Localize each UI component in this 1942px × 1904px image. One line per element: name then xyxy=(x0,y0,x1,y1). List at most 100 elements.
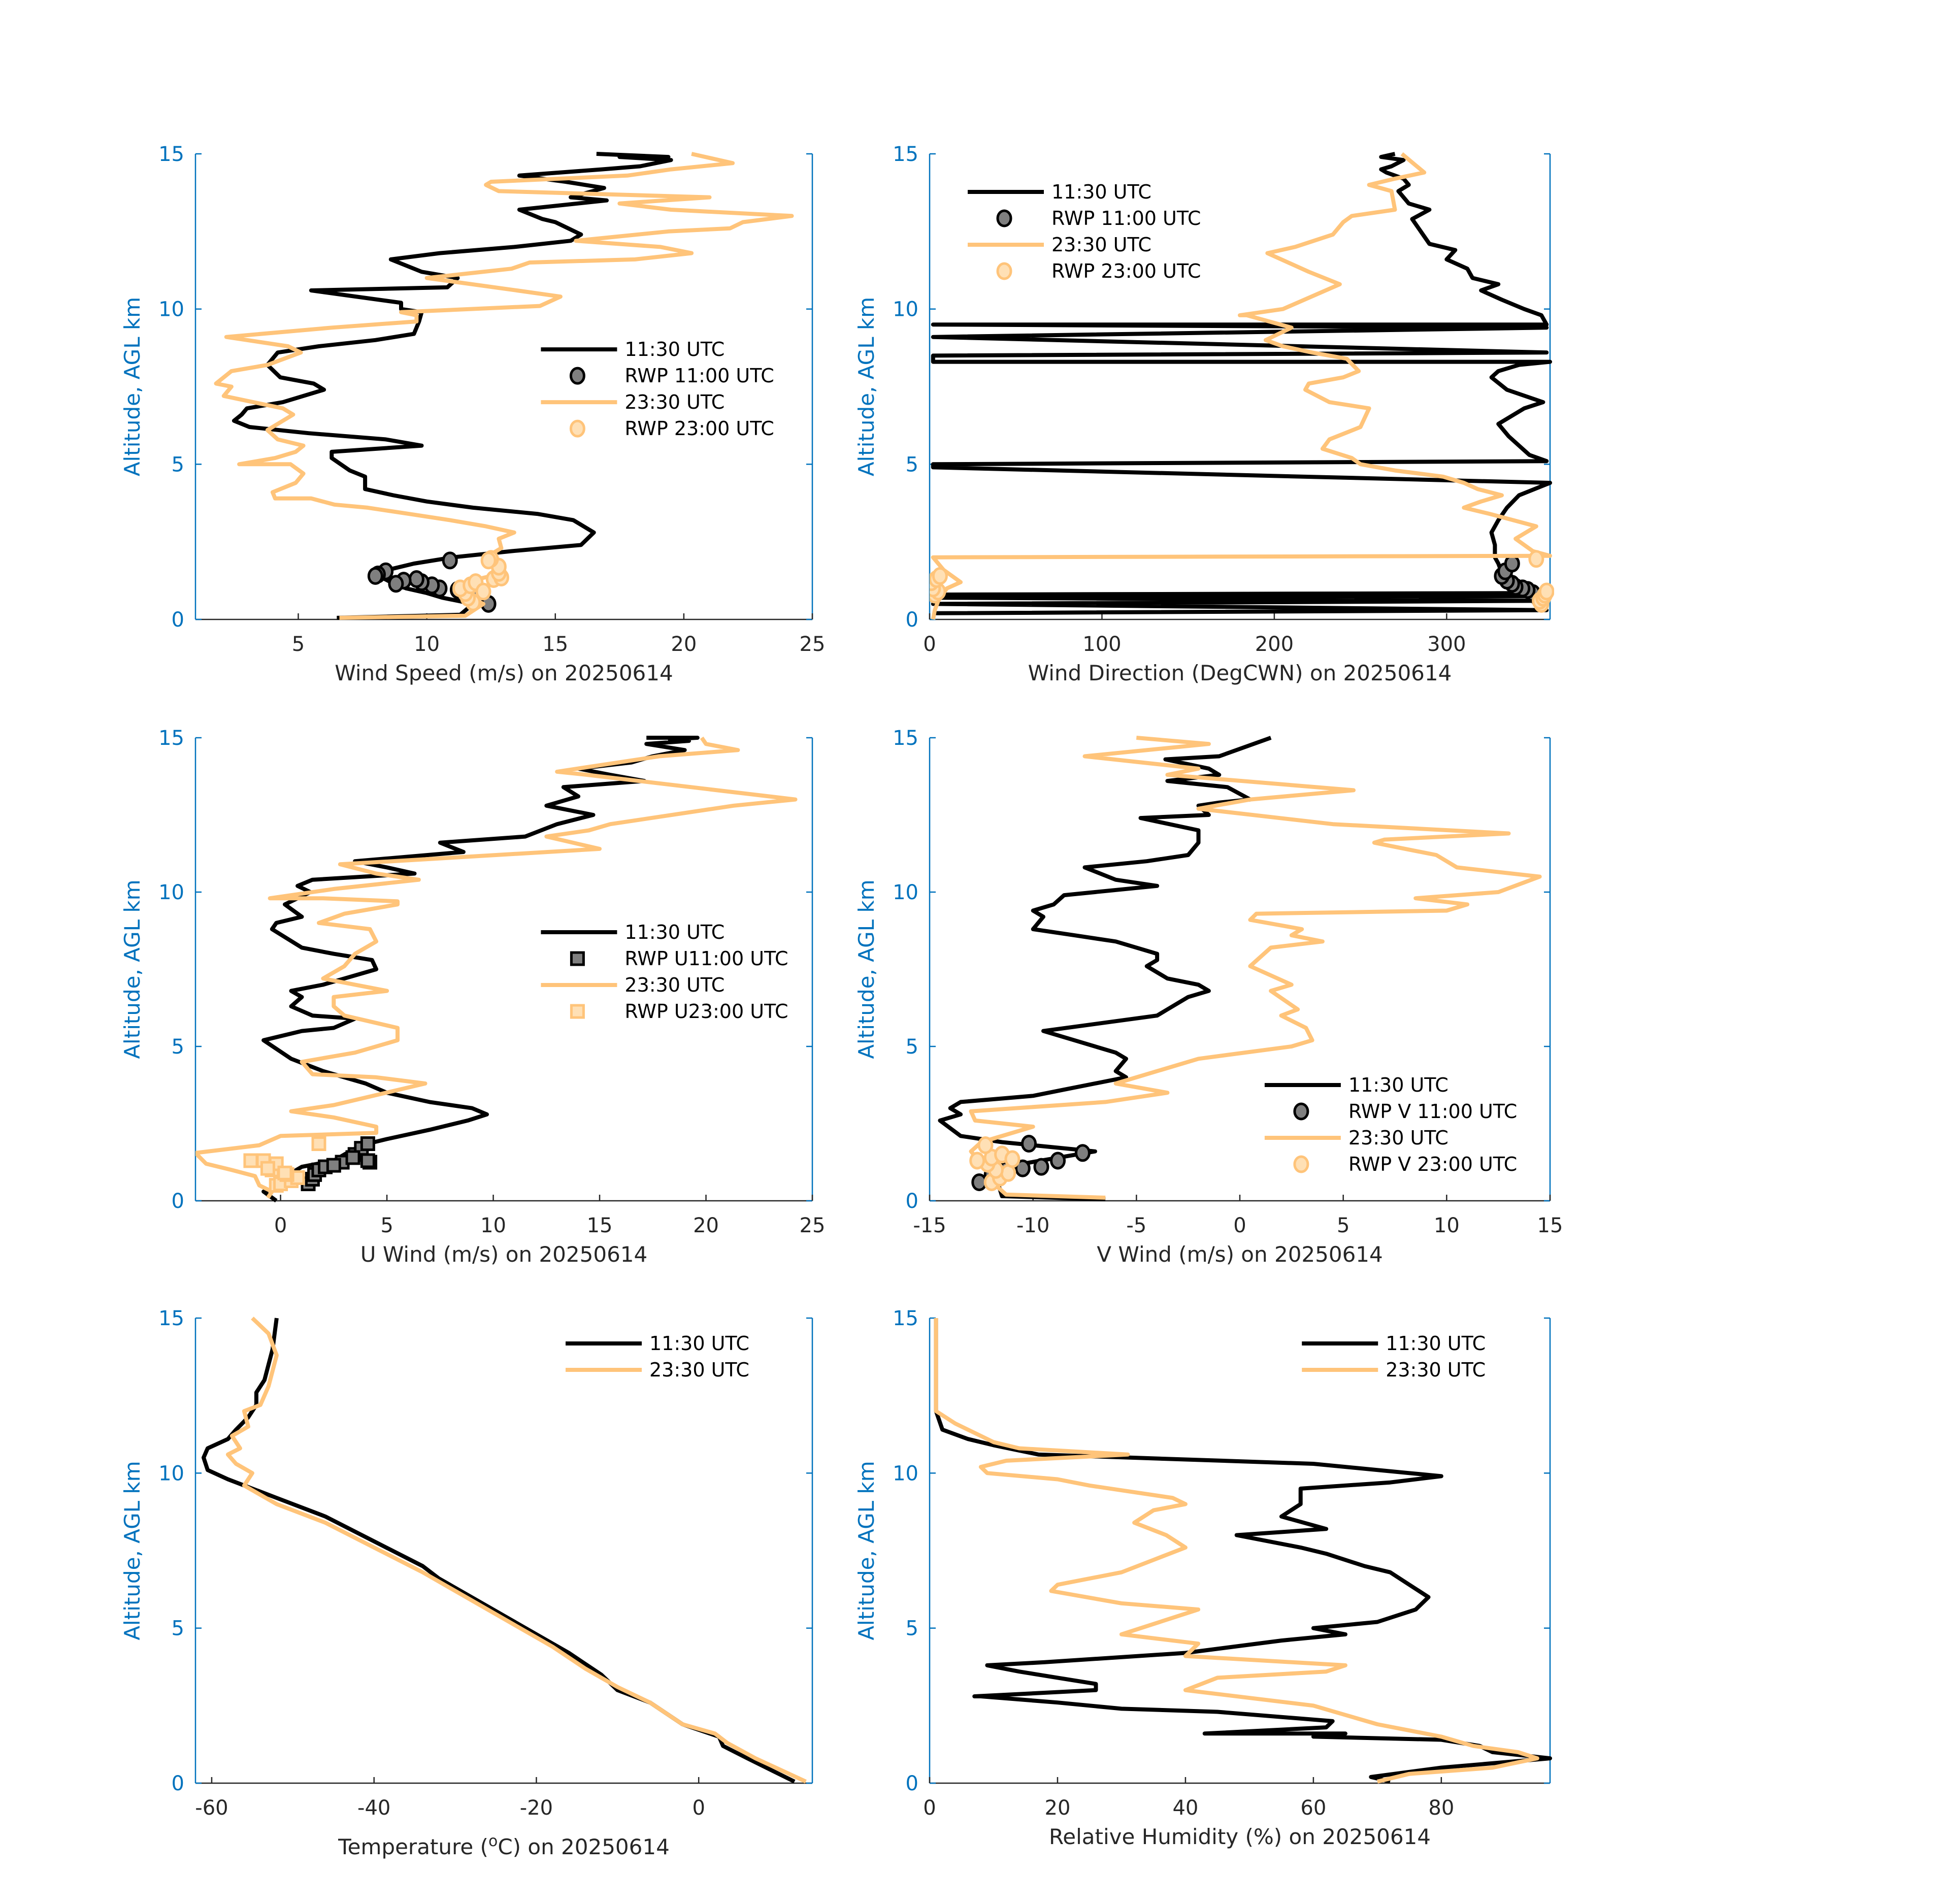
rwp-marker xyxy=(932,567,948,585)
x-axis-label: Temperature (oC) on 20250614 xyxy=(338,1832,670,1859)
y-tick-label: 5 xyxy=(906,453,918,476)
rwp-marker xyxy=(1021,1135,1037,1153)
legend-label: 11:30 UTC xyxy=(1051,181,1151,203)
y-tick-label: 15 xyxy=(893,727,918,750)
rwp-marker xyxy=(326,1158,341,1173)
x-tick-label: -10 xyxy=(1016,1214,1049,1237)
legend-label: RWP 23:00 UTC xyxy=(624,417,774,440)
x-tick-label: 10 xyxy=(480,1214,506,1237)
legend: 11:30 UTC 23:30 UTC xyxy=(566,1332,749,1381)
rwp-marker xyxy=(311,1136,326,1152)
x-tick-label: 20 xyxy=(1045,1796,1071,1820)
y-tick-label: 10 xyxy=(158,298,184,321)
legend-marker-icon xyxy=(996,209,1012,227)
rwp-marker xyxy=(977,1136,994,1155)
y-axis-label: Altitude, AGL km xyxy=(854,297,879,476)
rwp-marker xyxy=(243,1153,258,1168)
y-tick-label: 15 xyxy=(893,1307,918,1330)
x-axis-label: Relative Humidity (%) on 20250614 xyxy=(1049,1824,1431,1849)
series-line-23-30-utc xyxy=(195,736,798,1199)
y-tick-label: 10 xyxy=(893,881,918,904)
x-tick-label: 0 xyxy=(923,1796,936,1820)
legend-marker-icon xyxy=(1293,1102,1309,1121)
legend: 11:30 UTC RWP 11:00 UTC 23:30 UTC RWP 23:00… xyxy=(541,338,774,440)
y-axis-label: Altitude, AGL km xyxy=(120,297,145,476)
legend: 11:30 UTC 23:30 UTC xyxy=(1302,1332,1486,1381)
series-line-23-30-utc xyxy=(214,152,794,620)
plot-area xyxy=(930,152,1554,620)
rwp-marker xyxy=(367,567,383,585)
x-tick-label: 100 xyxy=(1082,633,1121,656)
rwp-marker xyxy=(969,1152,985,1170)
x-tick-label: 15 xyxy=(1537,1214,1563,1237)
y-tick-label: 10 xyxy=(158,1462,184,1485)
series-line-11-30-utc xyxy=(931,152,1552,615)
rwp-marker xyxy=(1050,1152,1066,1170)
y-tick-label: 0 xyxy=(906,1190,918,1213)
panel-2: 0 5 10 15 0 100 200 300 Wind Direction (DegCWN) … xyxy=(854,143,1554,685)
rwp-marker xyxy=(442,551,458,570)
rwp-marker xyxy=(1033,1158,1049,1176)
x-tick-label: -15 xyxy=(913,1214,946,1237)
series-line-11-30-utc xyxy=(232,152,673,620)
x-tick-label: 5 xyxy=(292,633,305,656)
y-axis-label: Altitude, AGL km xyxy=(120,1461,145,1640)
x-tick-label: -40 xyxy=(357,1796,390,1820)
y-axis-label: Altitude, AGL km xyxy=(854,1461,879,1640)
x-tick-label: 10 xyxy=(414,633,440,656)
legend-label: 23:30 UTC xyxy=(1386,1359,1486,1381)
x-tick-label: 0 xyxy=(923,633,936,656)
x-tick-label: 5 xyxy=(380,1214,393,1237)
x-tick-label: 10 xyxy=(1434,1214,1460,1237)
rwp-marker xyxy=(408,570,424,588)
legend-label: RWP U11:00 UTC xyxy=(624,947,788,970)
y-tick-label: 0 xyxy=(172,608,184,632)
legend-label: RWP V 23:00 UTC xyxy=(1348,1153,1517,1175)
y-tick-label: 10 xyxy=(893,298,918,321)
x-axis-label: Wind Speed (m/s) on 20250614 xyxy=(335,661,673,685)
plot-area xyxy=(938,736,1542,1201)
rwp-marker xyxy=(277,1165,292,1180)
y-tick-label: 15 xyxy=(893,143,918,166)
rwp-marker xyxy=(345,1150,360,1165)
x-tick-label: 20 xyxy=(671,633,697,656)
rwp-marker xyxy=(480,551,497,570)
legend: 11:30 UTC RWP V 11:00 UTC 23:30 UTC RWP V 2… xyxy=(1264,1074,1517,1175)
plot-area xyxy=(195,736,798,1203)
rwp-marker xyxy=(1004,1150,1021,1168)
x-tick-label: 80 xyxy=(1428,1796,1454,1820)
x-tick-label: 25 xyxy=(800,1214,826,1237)
y-tick-label: 10 xyxy=(158,881,184,904)
rwp-marker xyxy=(1074,1144,1091,1162)
legend-label: 11:30 UTC xyxy=(1386,1332,1486,1355)
y-tick-label: 10 xyxy=(893,1462,918,1485)
y-tick-label: 0 xyxy=(906,1772,918,1795)
legend-label: 11:30 UTC xyxy=(624,338,725,360)
series-line-23-30-utc xyxy=(931,152,1552,620)
x-tick-label: 5 xyxy=(1337,1214,1349,1237)
y-tick-label: 5 xyxy=(172,1617,184,1640)
legend-label: RWP U23:00 UTC xyxy=(624,1000,788,1023)
x-axis-label: Wind Direction (DegCWN) on 20250614 xyxy=(1028,661,1452,685)
panel-6: 0 5 10 15 0 20 40 60 80 Relative Humidity (%) on … xyxy=(854,1307,1552,1849)
rwp-marker xyxy=(360,1136,375,1152)
series-line-11-30-utc xyxy=(202,1318,796,1784)
y-tick-label: 15 xyxy=(158,1307,184,1330)
legend-label: RWP 11:00 UTC xyxy=(1051,207,1201,229)
plot-area xyxy=(934,1318,1552,1784)
x-tick-label: 15 xyxy=(542,633,568,656)
rwp-marker xyxy=(1538,582,1554,601)
legend-marker-icon xyxy=(569,419,585,438)
x-tick-label: -20 xyxy=(520,1796,553,1820)
legend-label: 23:30 UTC xyxy=(1051,234,1151,256)
rwp-marker xyxy=(1528,550,1544,568)
x-tick-label: 200 xyxy=(1255,633,1294,656)
legend-marker-icon xyxy=(569,367,585,385)
series-line-23-30-utc xyxy=(934,1318,1539,1784)
legend-marker-icon xyxy=(1293,1155,1309,1173)
rwp-marker xyxy=(360,1153,375,1168)
rwp-marker xyxy=(1504,554,1520,573)
x-axis-label: V Wind (m/s) on 20250614 xyxy=(1097,1242,1383,1267)
x-tick-label: 25 xyxy=(800,633,826,656)
